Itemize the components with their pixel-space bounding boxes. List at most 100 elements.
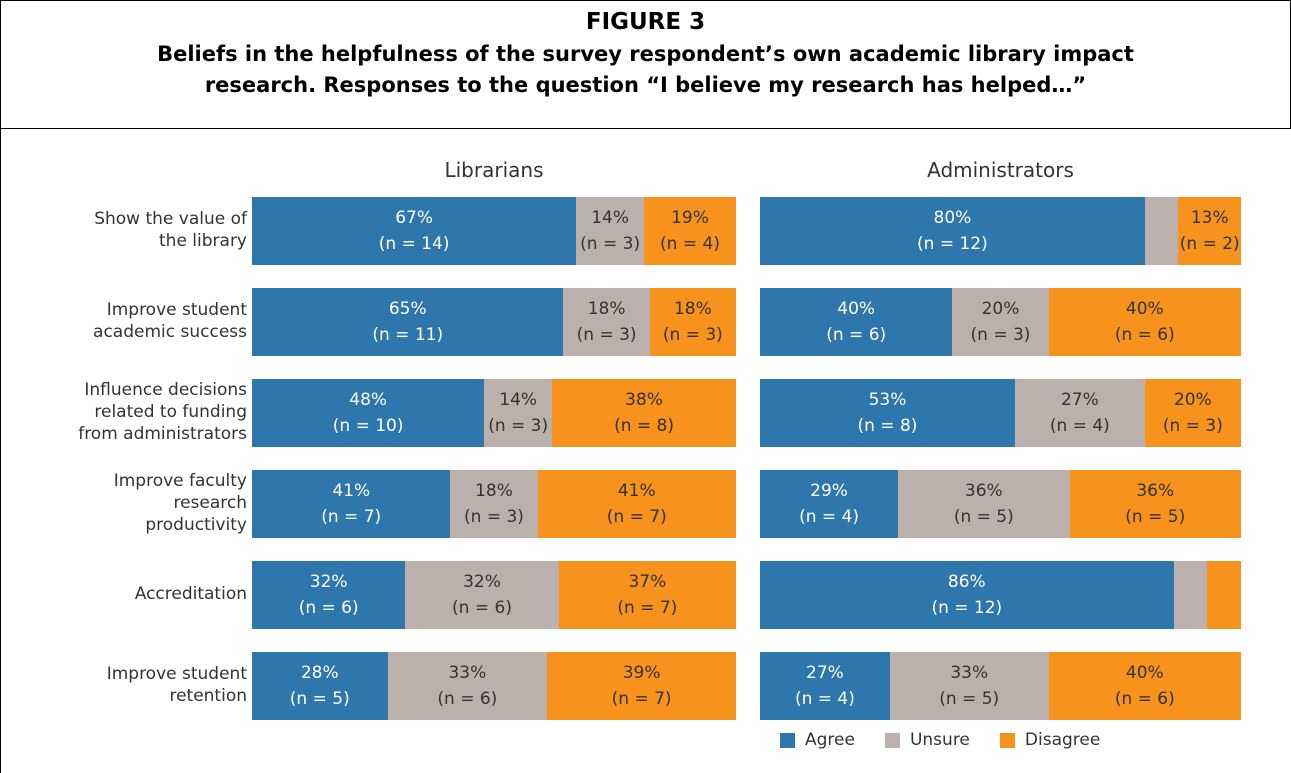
header: FIGURE 3 Beliefs in the helpfulness of t… xyxy=(0,0,1291,129)
bar-segment xyxy=(760,561,1174,629)
percent-label: 18% xyxy=(475,481,513,501)
percent-label: 65% xyxy=(388,299,427,319)
bar-segment xyxy=(252,379,485,447)
count-label: (n = 6) xyxy=(452,598,512,618)
bar-segment xyxy=(563,288,650,356)
data-label: 18% (n = 3) xyxy=(450,470,537,538)
percent-label: 53% xyxy=(868,390,907,410)
count-label: (n = 7) xyxy=(606,507,667,527)
percent-label: 18% xyxy=(673,299,712,319)
count-label: (n = 14) xyxy=(378,234,450,254)
count-label: (n = 4) xyxy=(1049,416,1110,436)
category-label: Improve faculty research productivity xyxy=(113,470,247,535)
percent-label: 27% xyxy=(1060,390,1099,410)
count-label: (n = 3) xyxy=(488,416,549,436)
data-label: 28% (n = 5) xyxy=(252,652,388,720)
legend-swatch xyxy=(884,732,900,748)
data-label: 86% (n = 12) xyxy=(760,561,1174,629)
data-label: 48% (n = 10) xyxy=(252,379,484,447)
count-label: (n = 4) xyxy=(799,507,859,527)
bar-segment xyxy=(252,470,451,538)
bar-segment xyxy=(552,379,736,447)
count-label: (n = 5) xyxy=(289,689,350,709)
data-label: 39% (n = 7) xyxy=(547,652,736,720)
bar-segment xyxy=(252,288,564,356)
legend-swatch xyxy=(999,732,1015,748)
bar-segment xyxy=(537,470,736,538)
percent-label: 29% xyxy=(810,481,848,501)
bar-segment xyxy=(649,288,736,356)
bar-segment xyxy=(576,197,645,265)
category-label: Improve student academic success xyxy=(93,299,247,342)
bar-segment xyxy=(1014,379,1145,447)
percent-label: 36% xyxy=(964,481,1003,501)
data-label: 14% (n = 3) xyxy=(576,197,644,265)
legend-label: Unsure xyxy=(909,730,970,750)
percent-label: 37% xyxy=(628,572,667,592)
legend-label: Agree xyxy=(805,730,855,750)
bar-segment xyxy=(252,652,388,720)
bar-segment xyxy=(450,470,538,538)
legend-item: Agree xyxy=(780,730,855,750)
count-label: (n = 12) xyxy=(931,598,1003,618)
bar-segment xyxy=(952,288,1049,356)
data-label: 32% (n = 6) xyxy=(252,561,405,629)
count-label: (n = 7) xyxy=(611,689,672,709)
legend-swatch xyxy=(780,732,795,748)
data-label: 18% (n = 3) xyxy=(563,288,649,356)
bar-segment xyxy=(760,379,1015,447)
data-label: 41% (n = 7) xyxy=(252,470,450,538)
count-label: (n = 2) xyxy=(1179,234,1240,254)
percent-label: 67% xyxy=(395,208,434,228)
count-label: (n = 3) xyxy=(576,325,637,345)
panel-title: Administrators xyxy=(927,158,1074,182)
bar-segment xyxy=(1048,652,1241,720)
bar-segment xyxy=(889,652,1049,720)
count-label: (n = 6) xyxy=(1114,689,1175,709)
data-label: 36% (n = 5) xyxy=(1070,470,1241,538)
data-label: 20% (n = 3) xyxy=(952,288,1048,356)
data-label: 14% (n = 3) xyxy=(484,379,552,447)
percent-label: 48% xyxy=(349,390,388,410)
count-label: (n = 6) xyxy=(826,325,887,345)
count-label: (n = 10) xyxy=(332,416,404,436)
bar-segment xyxy=(1048,288,1241,356)
data-label: 27% (n = 4) xyxy=(760,652,890,720)
data-label: 38% (n = 8) xyxy=(552,379,736,447)
data-label: 40% (n = 6) xyxy=(760,288,952,356)
percent-label: 41% xyxy=(332,481,371,501)
percent-label: 28% xyxy=(300,663,339,683)
count-label: (n = 7) xyxy=(617,598,678,618)
bar-segment xyxy=(760,288,953,356)
data-label: 53% (n = 8) xyxy=(760,379,1015,447)
count-label: (n = 5) xyxy=(1125,507,1186,527)
count-label: (n = 3) xyxy=(662,325,723,345)
count-label: (n = 8) xyxy=(857,416,918,436)
data-label: 33% (n = 5) xyxy=(890,652,1049,720)
category-label: Accreditation xyxy=(134,583,247,604)
percent-label: 33% xyxy=(950,663,989,683)
percent-label: 36% xyxy=(1136,481,1175,501)
percent-label: 80% xyxy=(933,208,972,228)
data-label: 33% (n = 6) xyxy=(388,652,548,720)
count-label: (n = 6) xyxy=(1114,325,1175,345)
bar-segment xyxy=(644,197,736,265)
percent-label: 40% xyxy=(837,299,876,319)
bar-segment xyxy=(405,561,559,629)
bar-segment xyxy=(1069,470,1241,538)
category-label: Show the value of the library xyxy=(94,208,247,251)
bar-segment xyxy=(1207,561,1241,629)
bar-segment xyxy=(760,197,1145,265)
percent-label: 32% xyxy=(463,572,501,592)
legend-label: Disagree xyxy=(1024,730,1101,750)
bar-segment xyxy=(760,470,899,538)
data-label: 32% (n = 6) xyxy=(405,561,558,629)
percent-label: 19% xyxy=(671,208,709,228)
percent-label: 13% xyxy=(1190,208,1229,228)
bar-segment xyxy=(1173,561,1208,629)
percent-label: 40% xyxy=(1125,663,1164,683)
percent-label: 32% xyxy=(309,572,348,592)
count-label: (n = 3) xyxy=(464,507,524,527)
data-label: 19% (n = 4) xyxy=(644,197,736,265)
